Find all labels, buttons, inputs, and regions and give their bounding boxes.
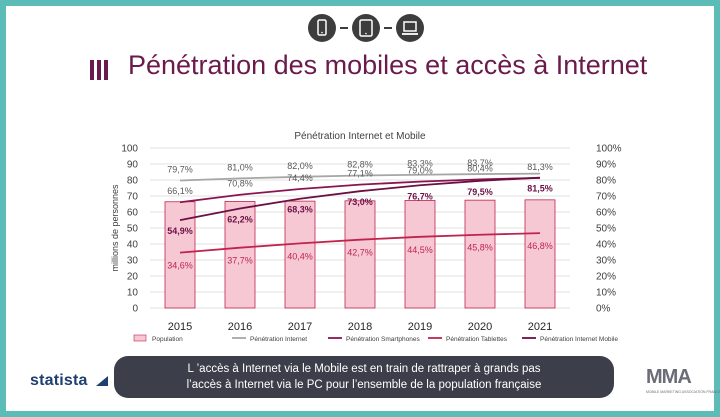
data-label: 74,4%: [287, 173, 313, 183]
caption-line-1: L ’accès à Internet via le Mobile est en…: [187, 363, 541, 375]
series-line: [179, 176, 541, 222]
statista-logo: statista: [30, 372, 88, 389]
data-label: 76,7%: [407, 191, 433, 201]
data-label: 45,8%: [467, 243, 493, 253]
y-left-tick-label: 40: [127, 240, 139, 251]
series-line: [179, 232, 541, 254]
series-line: [179, 172, 541, 182]
chart-title: Pénétration Internet et Mobile: [294, 131, 426, 142]
y-right-tick-label: 40%: [596, 240, 616, 251]
x-tick-label: 2018: [348, 321, 372, 333]
legend-item: Pénétration Tablettes: [446, 336, 508, 343]
data-label: 81,0%: [227, 162, 253, 172]
mma-logo-subtitle: MOBILE MARKETING ASSOCIATION FRANCE: [646, 390, 720, 394]
bar: [464, 199, 496, 309]
y-right-tick-label: 70%: [596, 192, 616, 203]
statista-mark-icon: [96, 376, 108, 386]
y-right-tick-label: 80%: [596, 176, 616, 187]
y-right-tick-label: 10%: [596, 288, 616, 299]
y-left-tick-label: 70: [127, 192, 139, 203]
tablet-icon: [352, 14, 380, 42]
y-right-tick-label: 100%: [596, 144, 622, 155]
data-label: 81,5%: [527, 184, 553, 194]
legend-item: Pénétration Smartphones: [346, 336, 420, 343]
data-label: 79,0%: [407, 166, 433, 176]
y-left-tick-label: 20: [127, 272, 139, 283]
y-right-tick-label: 0%: [596, 304, 611, 315]
data-label: 62,2%: [227, 214, 253, 224]
bar: [284, 200, 316, 309]
y-left-tick-label: 90: [127, 160, 139, 171]
laptop-icon: [396, 14, 424, 42]
data-label: 83,3%: [407, 159, 433, 169]
bar: [404, 200, 436, 309]
data-label: 82,8%: [347, 160, 373, 170]
y-left-tick-label: 10: [127, 288, 139, 299]
y-left-tick-label: 0: [132, 304, 138, 315]
y-left-tick-label: 80: [127, 176, 139, 187]
caption-line-2: l’accès à Internet via le PC pour l’ense…: [186, 379, 542, 391]
data-label: 46,8%: [527, 241, 553, 251]
slide: Pénétration des mobiles et accès à Inter…: [6, 6, 720, 411]
data-label: 68,3%: [287, 205, 313, 215]
bar: [344, 200, 376, 309]
y-left-tick-label: 100: [121, 144, 138, 155]
data-label: 66,1%: [167, 186, 193, 196]
data-label: 44,5%: [407, 245, 433, 255]
bar: [224, 201, 256, 309]
x-tick-label: 2016: [228, 321, 252, 333]
y-right-tick-label: 60%: [596, 208, 616, 219]
chart: 0 10 20 30 40 50 60 70 80 90 100 0% 10% 20% 30% 40% 50% 6…: [110, 144, 622, 344]
device-separator: [340, 27, 348, 29]
caption-box: L ’accès à Internet via le Mobile est en…: [114, 356, 614, 398]
data-label: 70,8%: [227, 179, 253, 189]
y-left-tick-label: 50: [127, 224, 139, 235]
data-label: 79,7%: [167, 164, 193, 174]
data-label: 80,4%: [467, 163, 493, 173]
legend-item: Population: [152, 336, 183, 343]
device-icons: [6, 14, 714, 44]
y-right-tick-label: 50%: [596, 224, 616, 235]
device-separator: [384, 27, 392, 29]
data-label: 73,0%: [347, 197, 373, 207]
bar: [524, 199, 556, 309]
y-right-tick-label: 30%: [596, 256, 616, 267]
y-left-tick-label: 60: [127, 208, 139, 219]
x-tick-label: 2021: [528, 321, 552, 333]
y-right-tick-label: 20%: [596, 272, 616, 283]
legend-item: Pénétration Internet Mobile: [540, 336, 618, 343]
data-label: 83,7%: [467, 158, 493, 168]
series-line: [179, 177, 541, 204]
data-label: 77,1%: [347, 169, 373, 179]
y-right-tick-label: 90%: [596, 160, 616, 171]
x-tick-label: 2015: [168, 321, 192, 333]
data-label: 54,9%: [167, 226, 193, 236]
x-tick-label: 2019: [408, 321, 432, 333]
smartphone-icon: [308, 14, 336, 42]
legend-swatch: [133, 334, 147, 342]
data-label: 37,7%: [227, 256, 253, 266]
y-left-tick-label: 30: [127, 256, 139, 267]
legend-item: Pénétration Internet: [250, 336, 307, 343]
data-label: 81,3%: [527, 162, 553, 172]
y-axis-label: millions de personnes: [110, 184, 120, 272]
data-label: 40,4%: [287, 251, 313, 261]
x-tick-label: 2020: [468, 321, 492, 333]
data-label: 42,7%: [347, 248, 373, 258]
data-label: 79,5%: [467, 187, 493, 197]
data-label: 34,6%: [167, 261, 193, 271]
page-title: Pénétration des mobiles et accès à Inter…: [128, 50, 648, 80]
x-tick-label: 2017: [288, 321, 312, 333]
mma-logo: MMA MOBILE MARKETING ASSOCIATION FRANCE: [646, 366, 720, 402]
data-label: 82,0%: [287, 161, 313, 171]
mma-logo-text: MMA: [646, 366, 692, 388]
